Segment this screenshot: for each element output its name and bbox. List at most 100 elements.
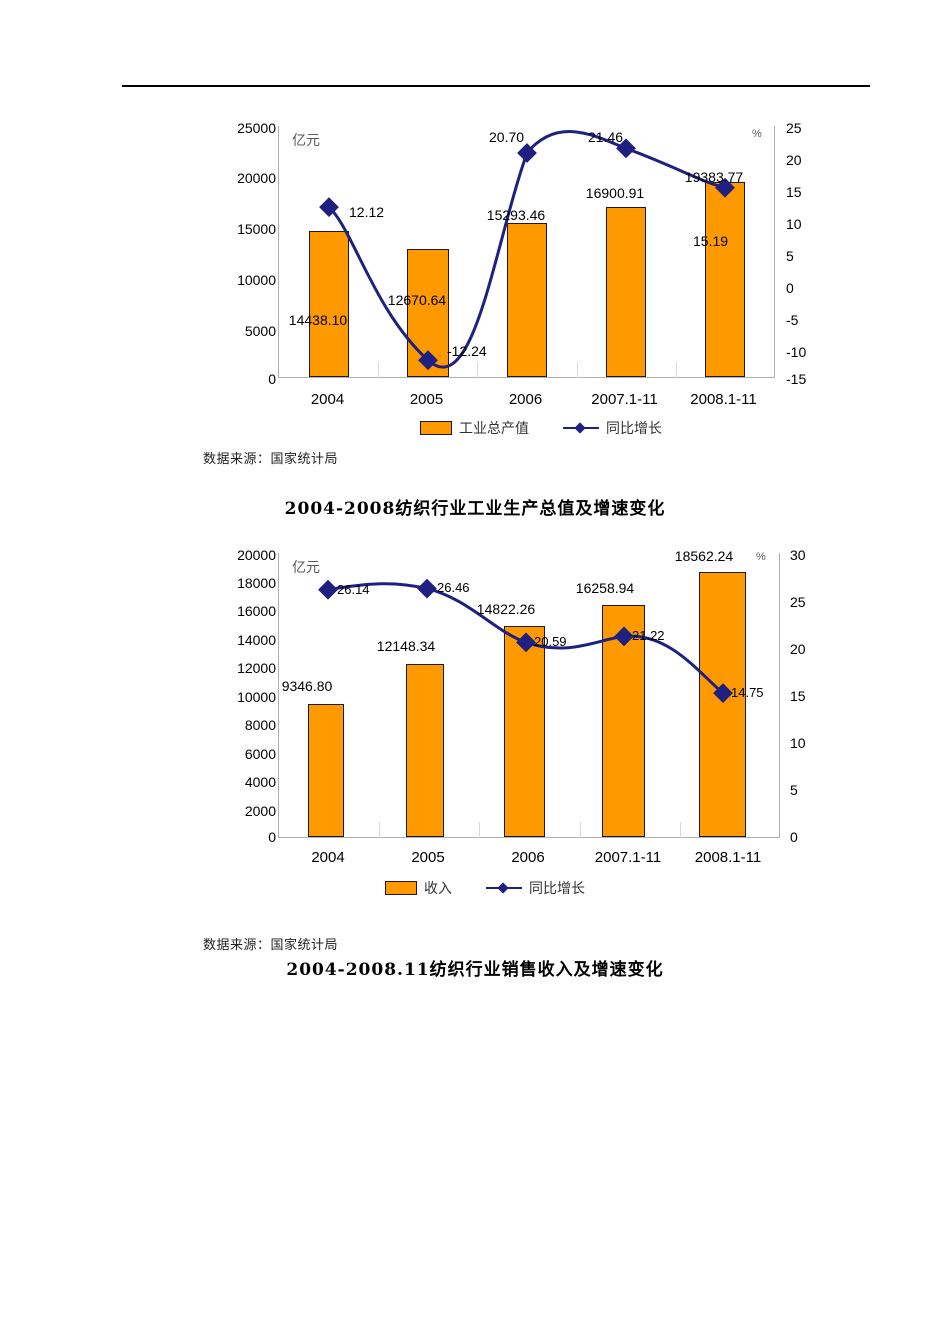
legend-bar-label: 工业总产值 [459,421,529,437]
growth-line-series [319,130,735,371]
y-axis-tick-label: 0 [268,829,276,845]
y2-axis-tick-label: 30 [790,547,806,563]
y-axis-tick-label: 16000 [237,603,276,619]
legend-item-line: 同比增长 [563,418,662,438]
y2-axis-tick-label: 15 [786,184,802,200]
y-axis-tick-label: 14000 [237,632,276,648]
figure-caption: 2004-2008纺织行业工业生产总值及增速变化 [284,499,666,519]
y-axis-tick-label: 20000 [237,547,276,563]
bar-2007 [606,207,646,377]
y-axis-tick-label: 20000 [237,170,276,186]
bar-2006 [504,626,545,837]
bar-value-label: 14438.10 [288,312,348,328]
bar-value-label: 9346.80 [281,678,333,694]
bar-value-label: 16900.91 [585,185,645,201]
legend-bar-swatch [420,421,452,435]
plot-area [278,126,775,378]
line-value-label: 26.46 [437,580,470,595]
right-axis-unit-label: % [752,128,762,140]
line-value-label: 15.19 [693,233,729,249]
y2-axis-tick-label: -15 [786,371,807,387]
line-value-label: 12.12 [349,204,385,220]
source-note: 数据来源：国家统计局 [203,452,339,467]
left-axis-unit-label: 亿元 [292,133,320,149]
bar-2005 [406,664,444,837]
y-axis-tick-label: 4000 [244,774,276,790]
category-separator [577,362,578,378]
y-axis-tick-label: 12000 [237,660,276,676]
legend-item-bar: 工业总产值 [420,418,529,438]
bar-2008 [699,572,746,837]
bar-value-label: 19383.77 [684,169,744,185]
legend-line-label: 同比增长 [606,421,662,437]
category-separator [680,822,681,838]
line-value-label: 26.14 [337,582,370,597]
y-axis-tick-label: 25000 [237,120,276,136]
line-value-label: 21.22 [632,628,665,643]
y-axis-tick-label: 10000 [237,272,276,288]
y-axis-tick-label: 5000 [244,323,276,339]
bar-value-label: 16258.94 [575,580,635,596]
category-separator [378,362,379,378]
category-separator [580,822,581,838]
line-value-label: -12.24 [447,343,487,359]
header-divider [122,85,870,87]
bar-value-label: 18562.24 [674,548,734,564]
bar-value-label: 14822.26 [476,601,536,617]
figure-industrial-output: 25000 20000 15000 10000 5000 0 25 20 15 … [0,0,950,519]
x-axis-tick-label: 2008.1-11 [694,849,762,866]
figure-sales-revenue: 20000 18000 16000 14000 12000 10000 8000… [203,547,806,980]
x-axis-tick-label: 2006 [511,849,545,866]
y-axis-tick-label: 0 [268,371,276,387]
y2-axis-tick-label: -10 [786,344,807,360]
x-axis-tick-label: 2004 [311,849,345,866]
bar-2004 [308,704,344,837]
line-value-label: 20.59 [534,634,567,649]
legend-item-bar: 收入 [385,878,452,898]
chart-legend: 收入 同比增长 [385,878,585,898]
category-separator [676,362,677,378]
legend-bar-swatch [385,881,417,895]
category-separator [479,822,480,838]
legend-bar-label: 收入 [424,881,452,897]
growth-line-series [318,578,733,703]
y2-axis-tick-label: 5 [790,782,798,798]
left-axis-unit-label: 亿元 [292,560,320,576]
y2-axis-tick-label: 10 [790,735,806,751]
x-axis-tick-label: 2004 [310,391,345,408]
x-axis-tick-label: 2008.1-11 [690,391,757,408]
y2-axis-tick-label: 20 [790,641,806,657]
y-axis-tick-label: 15000 [237,221,276,237]
legend-line-swatch [563,422,599,434]
bar-value-label: 12670.64 [387,292,447,308]
line-value-label: 21.46 [588,129,624,145]
y-axis-tick-label: 18000 [237,575,276,591]
x-axis-tick-label: 2005 [411,849,445,866]
category-separator [477,362,478,378]
right-axis-unit-label: % [756,551,766,563]
y2-axis-tick-label: 0 [790,829,798,845]
x-axis-tick-label: 2006 [508,391,543,408]
y2-axis-tick-label: 25 [790,594,806,610]
line-value-label: 14.75 [731,685,764,700]
bar-2006 [507,223,547,377]
x-axis-tick-label: 2005 [409,391,444,408]
bar-2008 [705,182,745,377]
source-note: 数据来源：国家统计局 [203,938,339,953]
chart-legend: 工业总产值 同比增长 [420,418,662,438]
legend-item-line: 同比增长 [486,878,585,898]
y-axis-tick-label: 2000 [244,803,276,819]
y-axis-tick-label: 10000 [237,689,276,705]
bar-value-label: 12148.34 [376,638,436,654]
y-axis-tick-label: 8000 [244,717,276,733]
bar-2004 [309,231,349,377]
y2-axis-tick-label: 15 [790,688,806,704]
legend-line-label: 同比增长 [529,881,585,897]
y2-axis-tick-label: 20 [786,152,802,168]
figure-caption: 2004-2008.11纺织行业销售收入及增速变化 [286,960,664,980]
plot-area [278,553,780,838]
y2-axis-tick-label: 5 [786,248,794,264]
y2-axis-tick-label: -5 [786,312,799,328]
y2-axis-tick-label: 10 [786,216,802,232]
